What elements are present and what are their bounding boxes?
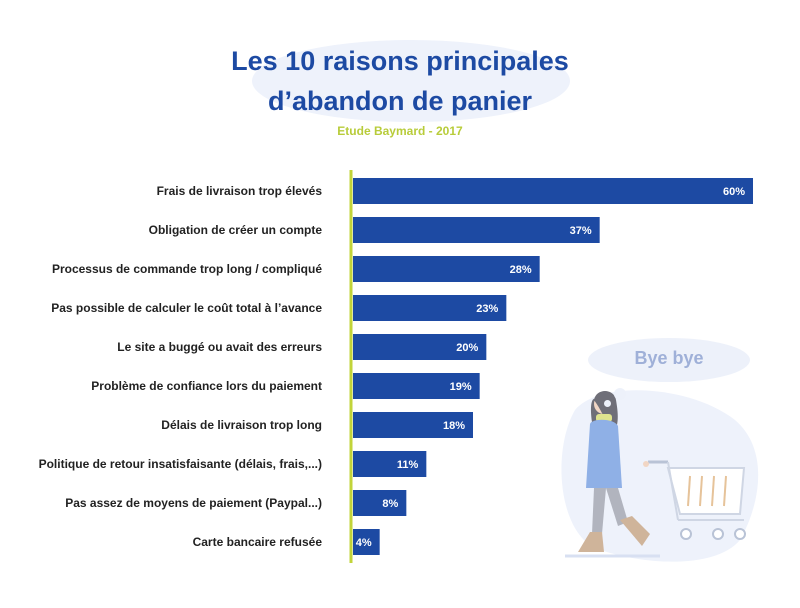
category-label: Délais de livraison trop long — [161, 418, 322, 432]
speech-bubble — [588, 338, 750, 382]
bar — [353, 256, 540, 282]
value-label: 23% — [476, 303, 498, 315]
title-highlight-blob — [252, 40, 570, 122]
value-label: 18% — [443, 420, 465, 432]
value-label: 60% — [723, 186, 745, 198]
value-label: 11% — [397, 459, 419, 471]
bar — [353, 334, 487, 360]
bar — [353, 295, 507, 321]
thought-bubble-dot — [604, 400, 611, 407]
bar — [353, 451, 427, 477]
value-label: 20% — [456, 342, 478, 354]
value-label: 28% — [510, 264, 532, 276]
value-label: 37% — [570, 225, 592, 237]
chart-subtitle: Etude Baymard - 2017 — [337, 124, 463, 138]
bar — [353, 178, 753, 204]
value-label: 8% — [382, 498, 398, 510]
category-label: Obligation de créer un compte — [149, 223, 323, 237]
shopping-cart-icon — [648, 460, 746, 540]
bar — [353, 217, 600, 243]
category-label: Le site a buggé ou avait des erreurs — [117, 340, 322, 354]
thought-bubble-dot — [614, 388, 626, 400]
speech-bubble-text: Bye bye — [634, 348, 704, 368]
bar — [353, 412, 473, 438]
woman-icon — [578, 391, 650, 552]
bar — [353, 490, 407, 516]
chart-title-line1: Les 10 raisons principales — [231, 46, 569, 76]
category-label: Processus de commande trop long / compli… — [52, 262, 322, 276]
chart-title-line2: d’abandon de panier — [267, 86, 533, 116]
category-label: Pas possible de calculer le coût total à… — [51, 301, 322, 315]
category-label: Pas assez de moyens de paiement (Paypal.… — [65, 496, 322, 510]
value-label: 4% — [356, 537, 372, 549]
category-label: Politique de retour insatisfaisante (dél… — [39, 457, 322, 471]
bar — [353, 373, 480, 399]
bar — [353, 529, 380, 555]
category-label: Frais de livraison trop élevés — [157, 184, 323, 198]
category-label: Problème de confiance lors du paiement — [91, 379, 322, 393]
value-label: 19% — [450, 381, 472, 393]
category-label: Carte bancaire refusée — [193, 535, 323, 549]
